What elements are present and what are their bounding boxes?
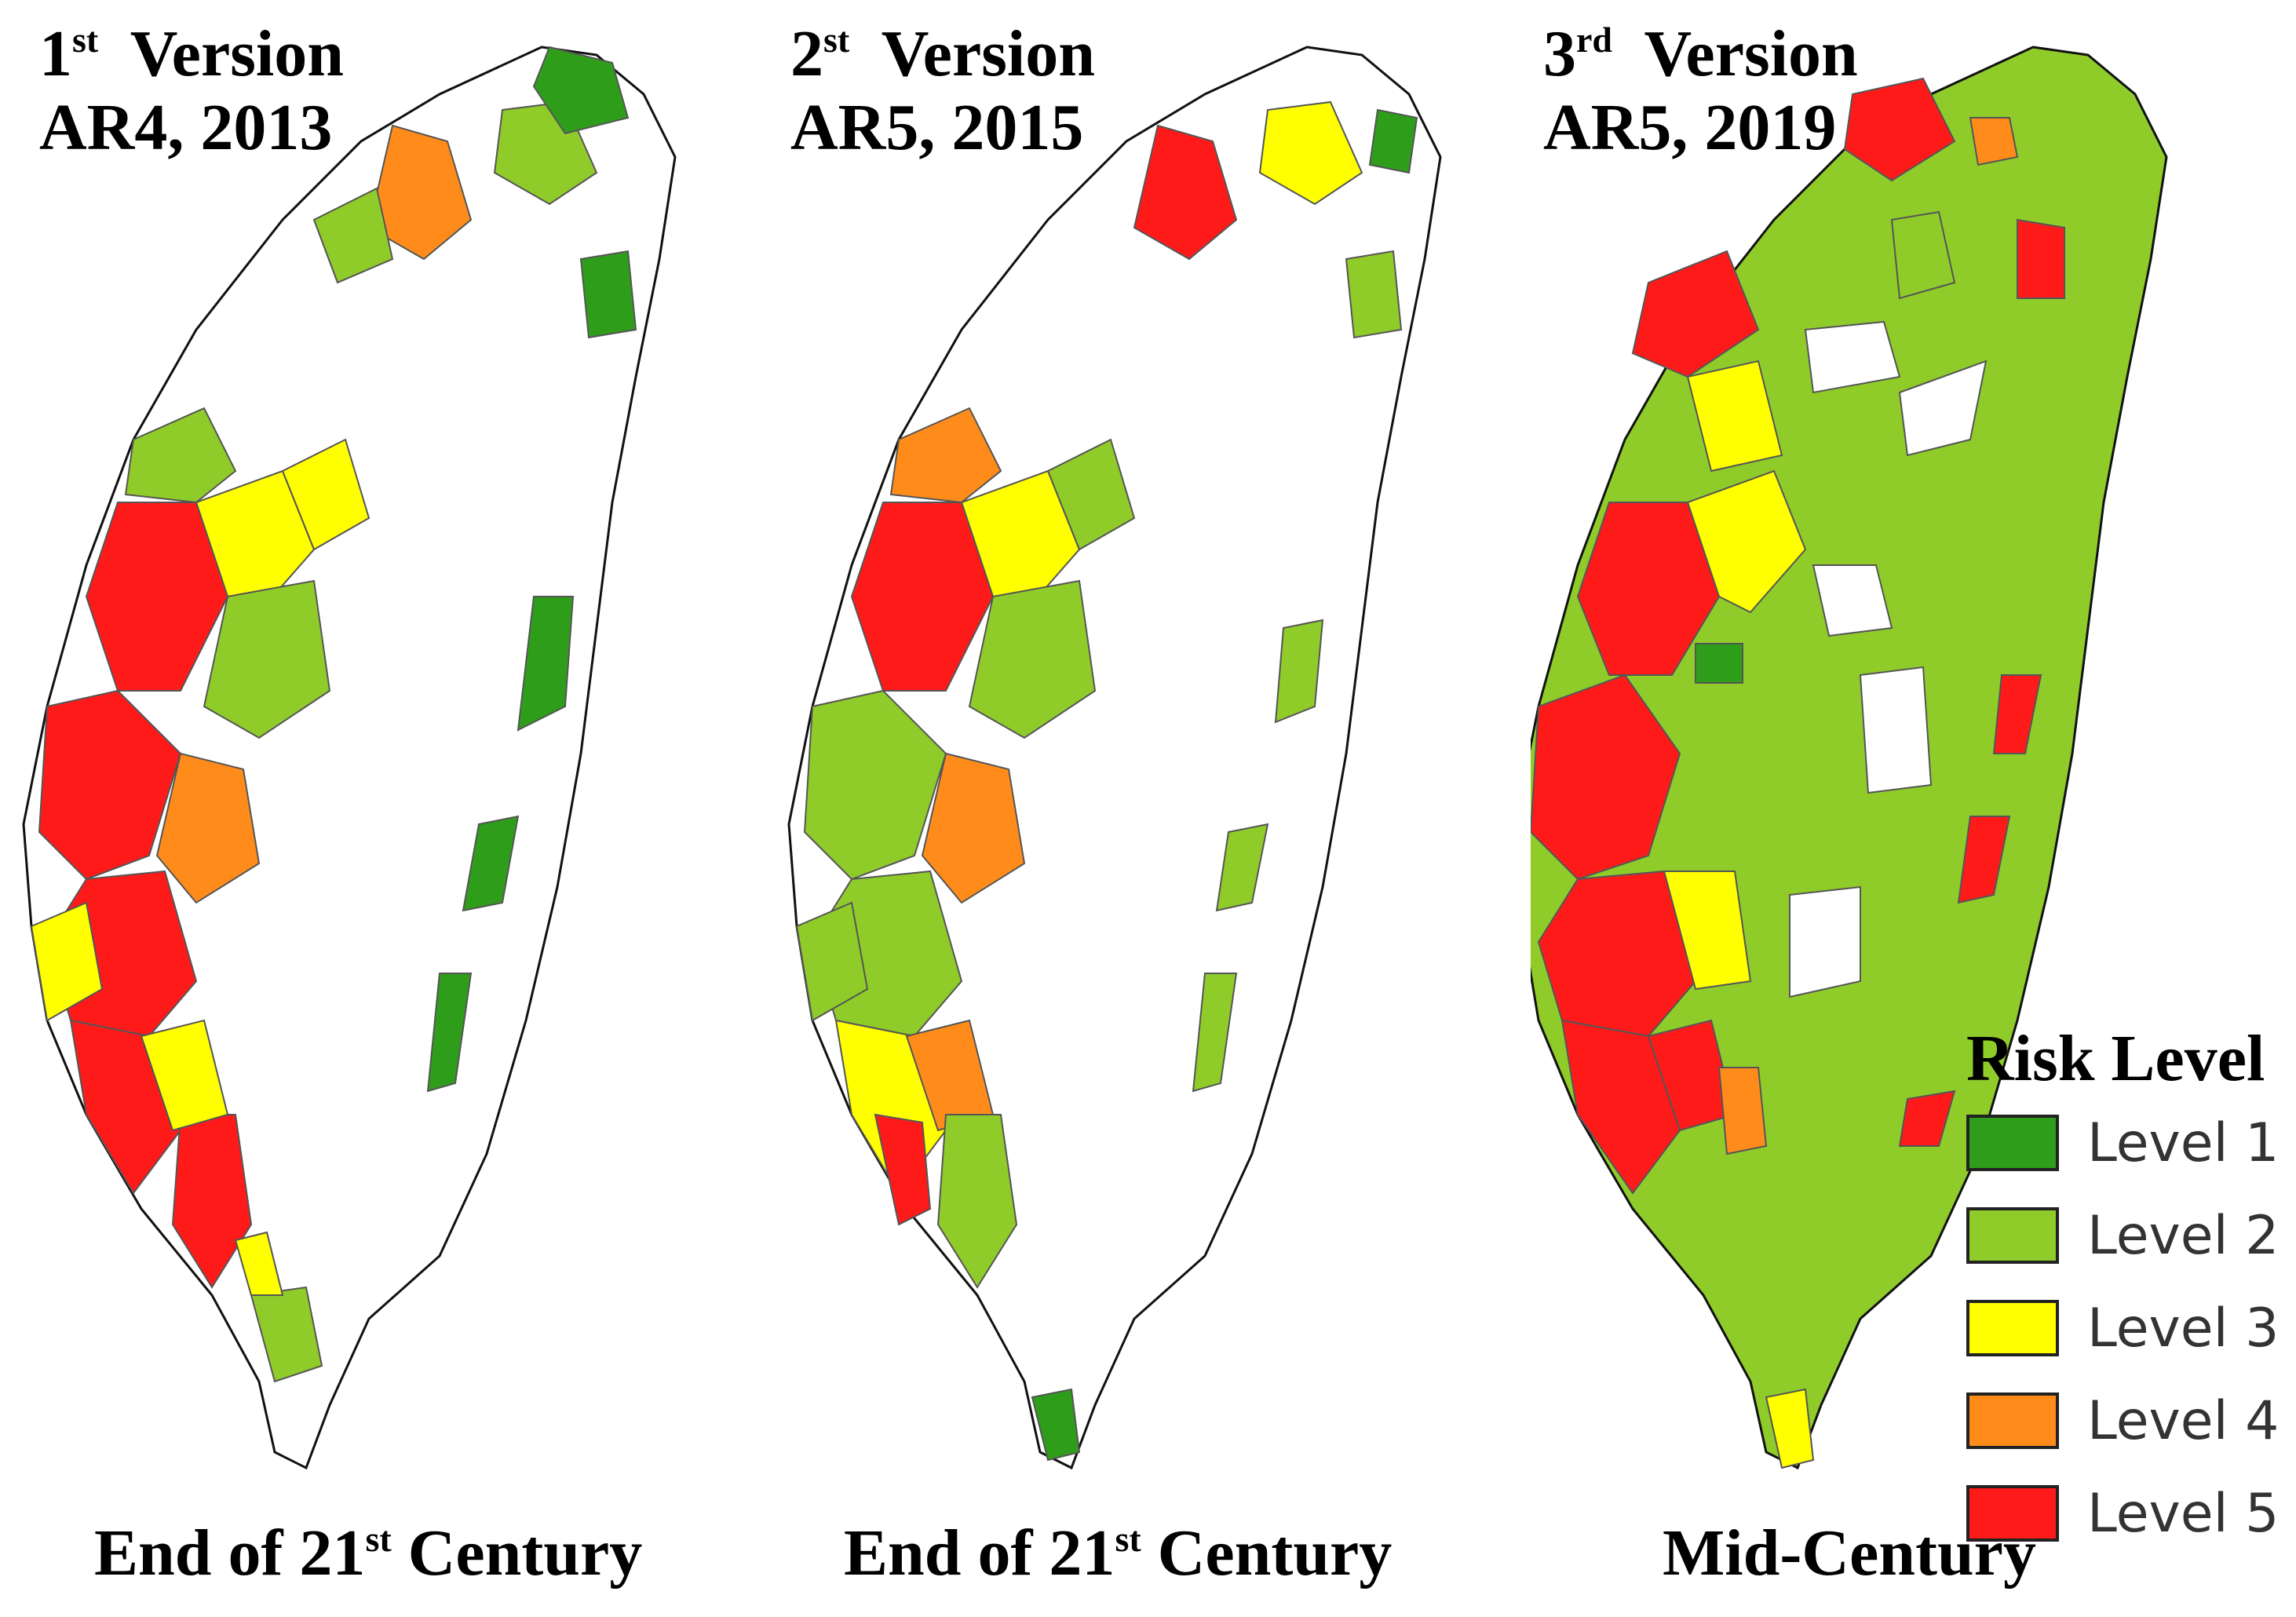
risk-legend: Risk Level Level 1 Level 2 Level 3 Level… <box>1966 1020 2288 1560</box>
map-panel-1: 1st Version AR4, 2013 End of 21st Centur… <box>0 0 765 1617</box>
legend-swatch-level-5 <box>1966 1485 2059 1542</box>
legend-label-level-4: Level 4 <box>2087 1389 2280 1452</box>
legend-item-level-3: Level 3 <box>1966 1282 2288 1374</box>
panel-title-2: 2st Version AR5, 2015 <box>790 17 1095 165</box>
legend-item-level-5: Level 5 <box>1966 1467 2288 1560</box>
legend-label-level-1: Level 1 <box>2087 1111 2280 1174</box>
legend-swatch-level-1 <box>1966 1115 2059 1171</box>
legend-item-level-2: Level 2 <box>1966 1189 2288 1282</box>
panel-caption-1: End of 21st Century <box>94 1517 643 1590</box>
legend-title: Risk Level <box>1966 1022 2265 1095</box>
panel-title-1: 1st Version AR4, 2013 <box>39 17 344 165</box>
map-panel-2: 2st Version AR5, 2015 End of 21st Centur… <box>765 0 1531 1617</box>
legend-label-level-2: Level 2 <box>2087 1204 2280 1267</box>
panel-caption-2: End of 21st Century <box>844 1517 1393 1590</box>
legend-swatch-level-4 <box>1966 1393 2059 1449</box>
legend-item-level-1: Level 1 <box>1966 1097 2288 1189</box>
taiwan-risk-map-3 <box>1531 46 2168 1470</box>
taiwan-risk-map-1 <box>22 46 677 1470</box>
legend-item-level-4: Level 4 <box>1966 1374 2288 1467</box>
taiwan-risk-map-2 <box>787 46 1442 1470</box>
legend-swatch-level-2 <box>1966 1207 2059 1264</box>
legend-label-level-3: Level 3 <box>2087 1297 2280 1360</box>
panel-title-3: 3rd Version AR5, 2019 <box>1543 17 1858 165</box>
legend-label-level-5: Level 5 <box>2087 1482 2280 1545</box>
map-panel-3: 3rd Version AR5, 2019 Mid-Century <box>1531 0 2296 1617</box>
legend-swatch-level-3 <box>1966 1300 2059 1356</box>
